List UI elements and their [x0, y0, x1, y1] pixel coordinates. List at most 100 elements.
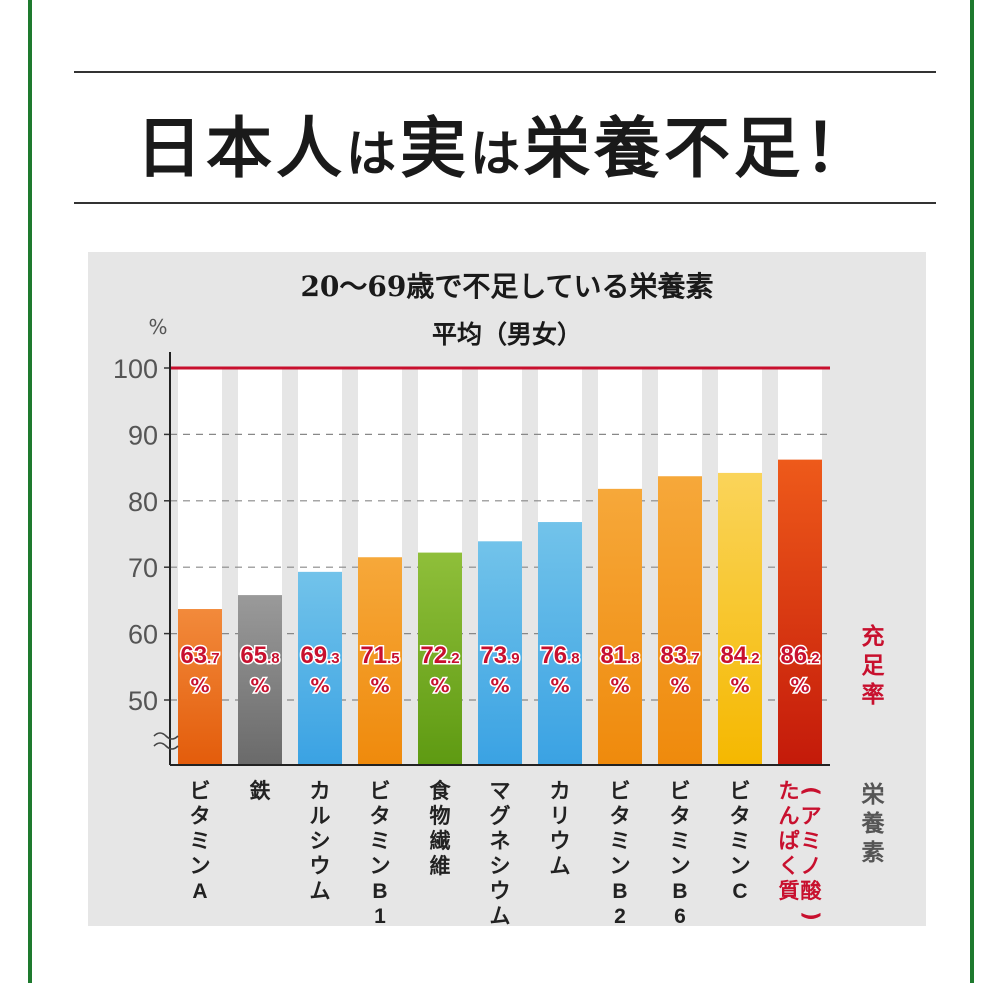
category-label: 酸	[801, 879, 823, 903]
headline-part: は	[346, 124, 400, 183]
value-unit-label: %	[430, 675, 449, 697]
category-label: ミ	[610, 829, 631, 853]
y-axis-unit: %	[148, 315, 167, 339]
category-label: )	[799, 911, 823, 921]
headline-part: は	[470, 124, 524, 183]
category-label: ム	[550, 854, 571, 878]
category-label: ウ	[310, 854, 331, 878]
bottom-divider	[74, 202, 936, 204]
category-label: ム	[490, 904, 511, 926]
category-label: ン	[670, 854, 691, 878]
category-label: ン	[730, 854, 751, 878]
category-label: ン	[610, 854, 631, 878]
frame-left-border	[28, 0, 32, 983]
chart-title: 20〜69歳で不足している栄養素	[300, 270, 713, 303]
category-label: シ	[310, 829, 331, 853]
value-unit-label: %	[190, 675, 209, 697]
category-label: 質	[779, 879, 800, 903]
category-label: タ	[370, 804, 391, 828]
headline-part: 実	[400, 109, 470, 187]
category-label: 維	[430, 854, 451, 878]
bar	[298, 571, 342, 765]
category-axis-label: 養	[861, 810, 886, 837]
page-headline: 日本人は実は栄養不足！	[74, 92, 936, 204]
category-label: マ	[490, 779, 511, 803]
value-unit-label: %	[550, 675, 569, 697]
y-tick-label: 70	[128, 553, 158, 583]
category-label: B	[372, 880, 387, 903]
value-label: 65.8	[240, 642, 279, 669]
value-label: 69.3	[300, 642, 339, 669]
chart-panel: 20〜69歳で不足している栄養素 平均（男女）% 100 90 80 70 60 50 63.7…	[88, 252, 926, 926]
value-unit-label: %	[490, 675, 509, 697]
category-label: ビ	[730, 779, 751, 803]
bar	[478, 541, 522, 765]
headline-part: 日本人	[136, 109, 346, 187]
category-label: 食	[430, 779, 452, 803]
bar	[778, 459, 822, 765]
bar	[658, 476, 702, 765]
category-label: ビ	[190, 779, 211, 803]
category-label: ル	[310, 804, 331, 828]
y-tick-label: 100	[113, 354, 158, 384]
category-label: 2	[614, 905, 626, 926]
value-label: 76.8	[540, 642, 579, 669]
bar	[418, 552, 462, 765]
category-label: ネ	[490, 829, 511, 853]
category-label: ム	[310, 879, 331, 903]
category-label: ビ	[610, 779, 631, 803]
category-axis-label: 栄	[861, 782, 886, 808]
bar	[598, 488, 642, 765]
bar	[718, 472, 762, 765]
value-unit-label: %	[790, 675, 809, 697]
category-label: ミ	[730, 829, 751, 853]
y-tick-label: 80	[128, 487, 158, 517]
category-label: ミ	[801, 829, 822, 853]
value-unit-label: %	[610, 675, 629, 697]
value-label: 86.2	[780, 642, 819, 669]
bar	[238, 595, 282, 765]
category-label: ミ	[190, 829, 211, 853]
category-label: ン	[190, 854, 211, 878]
category-label: ビ	[370, 779, 391, 803]
category-label: カ	[310, 779, 331, 803]
top-divider	[74, 71, 936, 73]
axis-break-mark	[153, 732, 179, 750]
category-label: C	[732, 880, 747, 903]
headline-part: 栄養不足！	[524, 109, 874, 187]
category-label: ン	[370, 854, 391, 878]
category-label: シ	[490, 854, 511, 878]
value-label: 81.8	[600, 642, 639, 669]
value-unit-label: %	[670, 675, 689, 697]
category-label: 鉄	[250, 779, 271, 803]
bar	[178, 609, 222, 765]
value-label: 84.2	[720, 642, 759, 669]
value-label: 73.9	[480, 642, 519, 669]
frame-right-border	[970, 0, 974, 983]
value-label: 72.2	[420, 642, 459, 669]
category-label: ぱ	[779, 829, 800, 853]
category-label: く	[779, 854, 800, 878]
category-label: 1	[374, 905, 386, 926]
category-label: 6	[674, 905, 686, 926]
value-axis-label: 足	[862, 653, 885, 679]
value-unit-label: %	[250, 675, 269, 697]
bar	[358, 557, 402, 765]
y-tick-label: 90	[128, 420, 158, 450]
category-label: ミ	[670, 829, 691, 853]
category-label: (	[799, 786, 823, 796]
value-label: 71.5	[360, 642, 399, 669]
bar	[538, 522, 582, 765]
category-label: ビ	[670, 779, 691, 803]
y-tick-label: 50	[128, 686, 158, 716]
category-label: B	[612, 880, 627, 903]
category-label: ん	[779, 804, 800, 828]
category-label: ミ	[370, 829, 391, 853]
category-axis-label: 素	[862, 839, 885, 866]
category-label: ノ	[801, 854, 822, 878]
y-tick-label: 60	[128, 620, 158, 650]
category-label: タ	[670, 804, 691, 828]
value-axis-label: 率	[862, 681, 885, 708]
category-label: タ	[730, 804, 751, 828]
